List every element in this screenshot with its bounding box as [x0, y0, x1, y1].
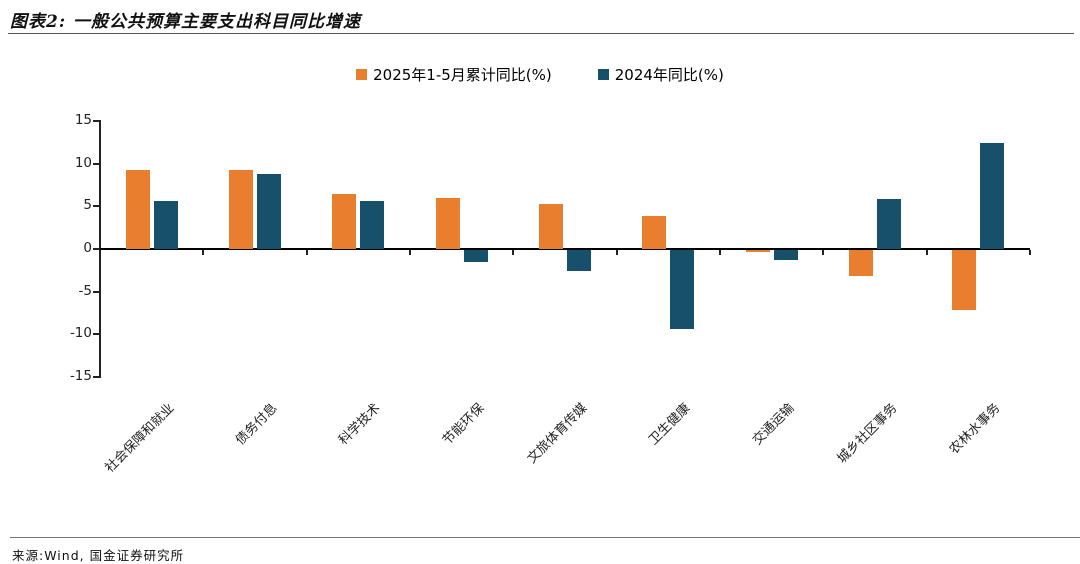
bar [125, 170, 150, 249]
x-axis-tick [512, 250, 515, 255]
x-axis-category-label: 科学技术 [336, 400, 384, 449]
source-note: 来源:Wind, 国金证券研究所 [12, 548, 185, 563]
title-divider [8, 33, 1074, 34]
bar [229, 170, 253, 249]
x-axis-category-label: 文旅体育传媒 [524, 400, 591, 467]
x-axis-category-label: 卫生健康 [646, 400, 694, 449]
x-axis-tick [719, 250, 721, 255]
bar [642, 215, 667, 249]
zero-baseline [100, 248, 1030, 250]
bar [257, 173, 281, 249]
bar [435, 197, 460, 249]
x-axis-category-label: 农林水事务 [947, 400, 1004, 458]
x-axis-category-label: 城乡社区事务 [834, 400, 901, 467]
x-axis-category-label: 交通运输 [749, 400, 798, 449]
bar [745, 250, 770, 252]
y-axis-tick [93, 290, 100, 293]
y-axis-tick [93, 162, 100, 165]
bar [332, 193, 357, 249]
bar [360, 201, 385, 249]
legend-label: 2024年同比(%) [614, 66, 724, 84]
bar [980, 143, 1005, 249]
legend-item: 2024年同比(%) [597, 64, 724, 85]
x-axis-category-label: 社会保障和就业 [102, 400, 178, 476]
bar [952, 250, 977, 310]
y-axis-label: -15 [69, 368, 92, 384]
y-axis-label: 0 [83, 240, 92, 256]
legend-item: 2025年1-5月累计同比(%) [356, 64, 552, 85]
x-axis-tick [99, 250, 101, 255]
bar [877, 198, 901, 249]
x-axis-tick [1029, 250, 1031, 255]
legend: 2025年1-5月累计同比(%) 2024年同比(%) [0, 64, 1080, 85]
x-axis-tick [925, 250, 928, 255]
bar [463, 250, 488, 262]
bar [153, 201, 178, 249]
x-axis-category-label: 债务付息 [233, 400, 281, 449]
x-axis-tick [305, 250, 308, 255]
bar [539, 203, 563, 249]
y-axis-tick [93, 376, 100, 378]
x-axis-category-label: 节能环保 [439, 400, 488, 449]
y-axis-label: -5 [78, 282, 92, 299]
y-axis-tick [93, 205, 100, 208]
y-axis-label: 5 [83, 197, 92, 214]
legend-label: 2025年1-5月累计同比(%) [373, 66, 552, 84]
x-axis-tick [615, 250, 618, 255]
y-axis-label: -10 [69, 325, 92, 342]
bar [567, 250, 591, 272]
page-title: 图表2: 一般公共预算主要支出科目同比增速 [10, 12, 362, 32]
bar [849, 250, 873, 277]
x-axis-tick [822, 250, 825, 255]
y-axis-tick [93, 333, 100, 336]
y-axis-tick [93, 248, 100, 250]
bar [773, 250, 798, 261]
legend-swatch [597, 69, 609, 80]
bar [670, 250, 695, 330]
x-axis-tick [202, 250, 205, 255]
x-axis-tick [409, 250, 411, 255]
legend-swatch [356, 69, 368, 80]
footer-divider [10, 537, 1080, 538]
y-axis-label: 15 [74, 112, 92, 128]
y-axis-label: 10 [74, 154, 92, 171]
y-axis-tick [93, 120, 100, 122]
